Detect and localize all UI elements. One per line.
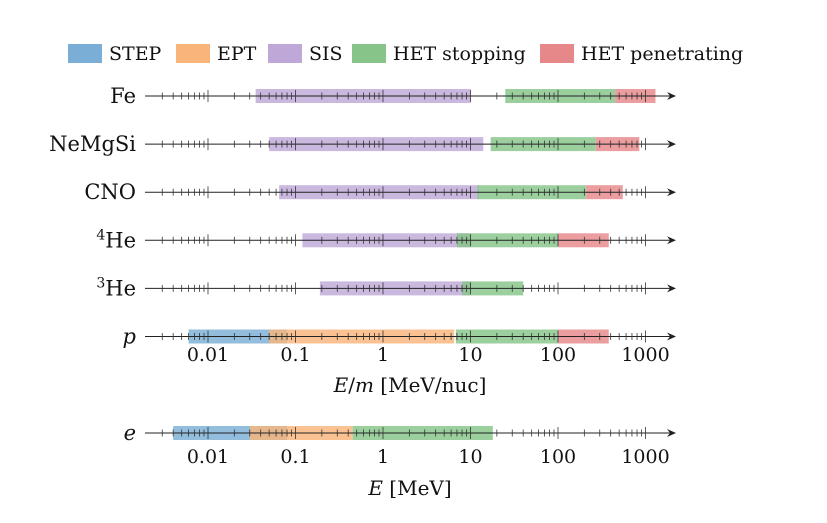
axis-arrow (667, 92, 676, 100)
row-electrons-e: e (124, 421, 676, 445)
axis-arrow (667, 284, 676, 293)
tick-label: 1 (377, 344, 389, 366)
legend-label-het-stopping: HET stopping (393, 43, 526, 65)
tick-label: 1000 (621, 344, 669, 366)
tick-label: 0.01 (187, 446, 229, 468)
axis-arrow (667, 236, 676, 245)
row-ions-Fe: Fe (110, 84, 676, 108)
legend-label-het-penetrating: HET penetrating (581, 43, 743, 65)
legend-swatch-ept (176, 44, 210, 63)
row-ions-NeMgSi: NeMgSi (49, 132, 676, 156)
tick-label: 10 (458, 344, 482, 366)
legend-swatch-sis (268, 44, 302, 63)
row-label: CNO (84, 180, 136, 204)
legend-label-ept: EPT (217, 43, 257, 65)
axis-arrow (667, 429, 676, 437)
panel-electrons: 0.01 0.1 1 10 100 1000 E [MeV] (187, 446, 670, 500)
tick-label: 100 (540, 446, 576, 468)
panel-ions: 0.01 0.1 1 10 100 1000 E/m [MeV/nuc] (187, 344, 670, 397)
row-ions-p: p (123, 325, 676, 349)
axis-arrow (667, 188, 676, 197)
x-axis-label: E [MeV] (367, 476, 451, 500)
legend-label-step: STEP (109, 43, 162, 65)
axis-arrow (667, 332, 676, 341)
row-label: e (124, 421, 136, 445)
row-ions-4He: 4He (96, 227, 676, 252)
tick-label: 100 (540, 344, 576, 366)
tick-label: 1000 (621, 446, 669, 468)
row-label: 3He (96, 275, 136, 300)
row-label: Fe (110, 84, 136, 108)
legend-swatch-het-stopping (352, 44, 386, 63)
row-ions-3He: 3He (96, 275, 676, 300)
row-ions-CNO: CNO (84, 180, 676, 204)
row-label: p (123, 325, 136, 349)
tick-label: 0.1 (280, 344, 310, 366)
row-label: 4He (96, 227, 136, 252)
axis-arrow (667, 140, 676, 149)
legend-swatch-step (68, 44, 102, 63)
x-axis-label: E/m [MeV/nuc] (333, 373, 487, 397)
row-label: NeMgSi (49, 132, 136, 156)
legend: STEP EPT SIS HET stopping HET penetrating (68, 43, 743, 65)
tick-label: 10 (458, 446, 482, 468)
legend-swatch-het-penetrating (540, 44, 574, 63)
tick-label: 0.1 (280, 446, 310, 468)
legend-label-sis: SIS (309, 43, 343, 65)
tick-label: 0.01 (187, 344, 229, 366)
tick-label: 1 (377, 446, 389, 468)
